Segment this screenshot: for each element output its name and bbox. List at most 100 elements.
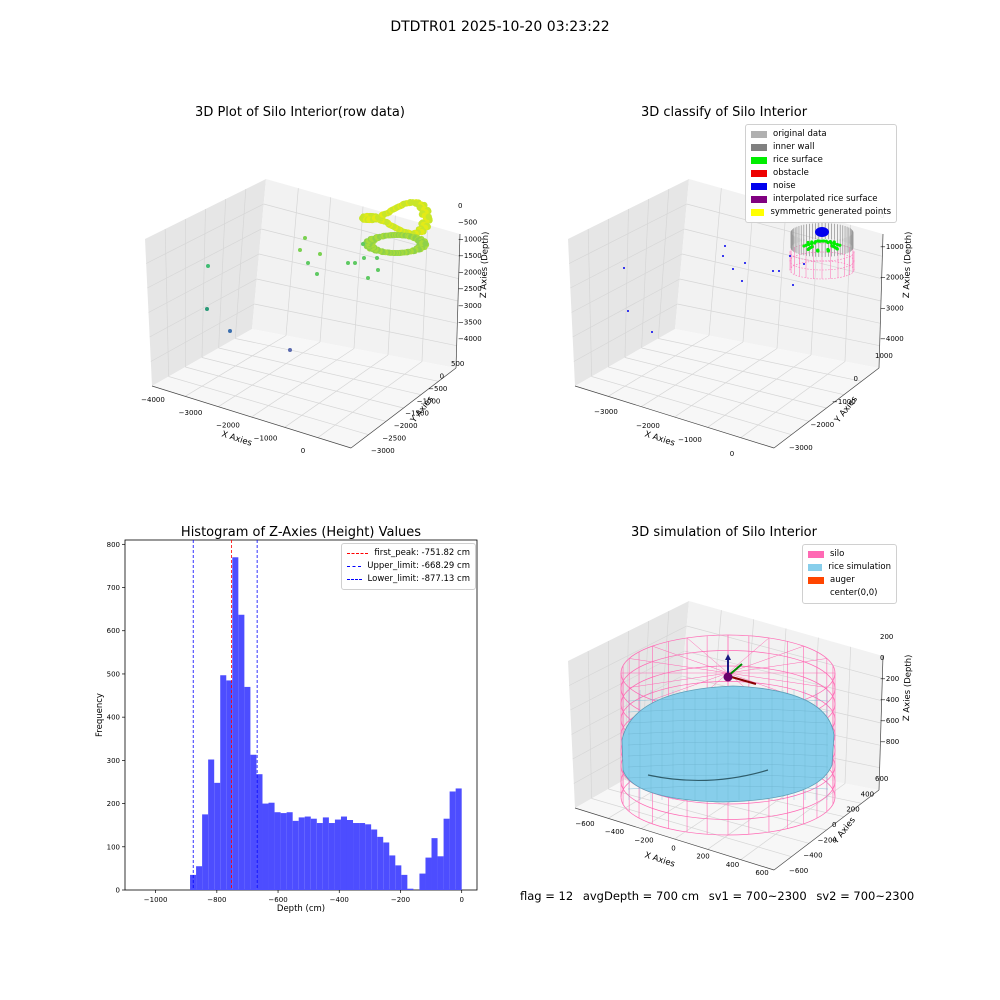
panel-simulation: 3D simulation of Silo Interior −600 −400 −…	[568, 525, 914, 877]
legend-item: interpolated rice surface	[751, 193, 891, 206]
hist-bar	[232, 557, 239, 890]
legend-swatch	[751, 170, 767, 177]
rice-surface-point	[816, 248, 820, 252]
panel1-3d-box	[145, 179, 461, 449]
noise-cluster	[815, 227, 829, 237]
panel-histogram: Histogram of Z-Axies (Height) Values −10…	[95, 525, 478, 914]
legend-item: rice surface	[751, 154, 891, 167]
z-tick-label: −3000	[880, 304, 904, 312]
panel2-title: 3D classify of Silo Interior	[641, 105, 808, 120]
panel1-xlabel: X Axies	[220, 429, 253, 448]
y-tick-label: −1000	[417, 397, 441, 405]
x-tick-label: −200	[391, 896, 410, 904]
hist-xlabel: Depth (cm)	[277, 904, 325, 914]
z-tick-label: −3000	[458, 302, 482, 310]
hist-bar	[401, 874, 408, 890]
flag-text: flag = 12	[520, 889, 574, 903]
hist-bar	[238, 614, 245, 890]
grid-line	[641, 341, 744, 407]
legend-item: symmetric generated points	[751, 206, 891, 219]
panel4-legend: silo rice simulation auger center(0,0)	[802, 544, 897, 604]
hist-bar	[250, 754, 257, 890]
grid-line	[587, 650, 593, 799]
back-pane	[675, 179, 883, 368]
legend-item: silo	[808, 548, 891, 561]
noise-point	[722, 255, 724, 257]
grid-line	[641, 198, 650, 349]
avg-depth-text: avgDepth = 700 cm	[582, 889, 700, 903]
y-tick-label: −2500	[382, 435, 406, 443]
y-tick-label: 100	[107, 843, 120, 851]
x-tick-label: −2000	[216, 422, 240, 430]
rice-surface-point	[816, 239, 820, 243]
y-tick-label: −3000	[371, 447, 395, 455]
panel1-ticks: −4000 −3000 −2000 −1000 0 500 0 −500 −1000 −1500 −…	[141, 202, 482, 455]
data-point	[228, 329, 232, 333]
data-point	[353, 261, 357, 265]
grid-line	[624, 208, 629, 358]
hist-bar	[280, 813, 287, 890]
grid-line	[810, 215, 819, 356]
legend-item: auger	[808, 574, 891, 587]
x-tick-label: 200	[696, 853, 709, 861]
noise-point	[789, 255, 791, 257]
y-tick-label: 500	[451, 360, 464, 368]
hist-legend: first_peak: -751.82 cm Upper_limit: -668.…	[341, 543, 476, 590]
grid-line	[164, 228, 170, 377]
panel2-ticks: −3000−2000−1000010000−1000−2000−30000−10…	[594, 212, 904, 458]
x-tick-label: 0	[730, 450, 734, 458]
grid-line	[707, 354, 812, 428]
noise-point	[623, 267, 625, 269]
grid-line	[201, 208, 206, 358]
silo-spoke	[727, 658, 827, 674]
x-tick-label: −3000	[179, 409, 203, 417]
y-tick-label: 700	[107, 584, 120, 592]
z-tick-label: −2500	[458, 285, 482, 293]
panel1-zlabel: Z Axies (Depth)	[479, 231, 491, 298]
hist-ylabel: Frequency	[95, 693, 105, 737]
noise-point	[744, 262, 746, 264]
z-tick-label: 0	[880, 654, 884, 662]
silo-spoke	[629, 658, 729, 674]
noise-point	[792, 284, 794, 286]
noise-point	[627, 310, 629, 312]
hist-bar	[196, 866, 203, 890]
panel2-points	[623, 223, 855, 333]
rice-surface-point	[810, 245, 814, 249]
legend-swatch	[751, 196, 767, 203]
legend-item: Upper_limit: -668.29 cm	[347, 560, 470, 573]
x-tick-label: −600	[268, 896, 287, 904]
panel4-title: 3D simulation of Silo Interior	[631, 525, 818, 540]
x-tick-label: 600	[755, 869, 768, 877]
y-axis-line	[773, 367, 880, 449]
hist-bar	[377, 836, 384, 890]
y-tick-label: −600	[789, 867, 808, 875]
y-tick-label: 0	[440, 372, 444, 380]
panel-classify-scatter: 3D classify of Silo Interior −3000 −2000 −…	[568, 105, 914, 458]
grid-line	[776, 206, 787, 349]
data-point	[376, 268, 380, 272]
data-point	[206, 264, 210, 268]
rice-shadow	[647, 769, 769, 782]
hist-bar	[395, 865, 402, 890]
silo-spoke	[652, 645, 729, 674]
grid-line	[218, 198, 227, 349]
rice-surface-point	[826, 240, 830, 245]
floor-pane	[152, 329, 456, 448]
panel4-zlabel: Z Axies (Depth)	[902, 654, 914, 721]
legend-label: Upper_limit: -668.29 cm	[367, 561, 470, 571]
auger-center	[723, 672, 733, 682]
panel-raw-scatter: 3D Plot of Silo Interior(row data) −4000…	[141, 105, 491, 455]
grid-line	[251, 348, 355, 418]
y-tick-label: 800	[107, 541, 120, 549]
data-point	[366, 276, 370, 280]
auger-x-arrow	[727, 675, 757, 685]
hist-bar	[389, 855, 396, 890]
data-point	[346, 261, 350, 265]
z-tick-label: 0	[458, 202, 462, 210]
hist-bar	[292, 820, 299, 890]
legend-label: rice surface	[773, 155, 823, 165]
status-footer: flag = 12 avgDepth = 700 cm sv1 = 700~23…	[520, 889, 920, 903]
hist-reference-lines	[192, 540, 258, 890]
grid-line	[657, 188, 670, 339]
